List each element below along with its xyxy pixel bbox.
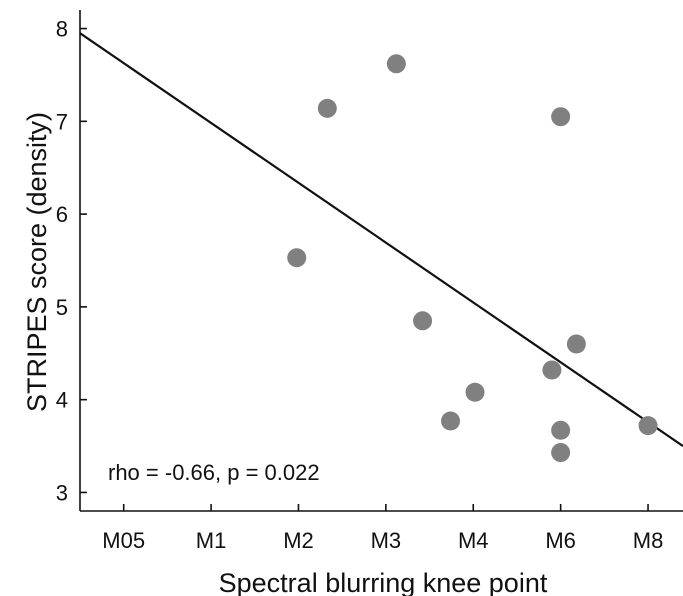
fit-line [79, 32, 683, 447]
x-tick-label: M6 [545, 528, 576, 553]
data-point [638, 416, 658, 436]
data-point [317, 98, 337, 118]
points-group [287, 54, 658, 463]
y-tick-label: 6 [56, 202, 68, 227]
x-tick-label: M05 [102, 528, 145, 553]
x-tick-label: M8 [633, 528, 664, 553]
y-tick-label: 8 [56, 17, 68, 42]
y-axis-label: STRIPES score (density) [22, 112, 52, 412]
data-point [441, 411, 461, 431]
data-point [287, 248, 307, 268]
y-tick-label: 7 [56, 109, 68, 134]
data-point [386, 54, 406, 74]
x-tick-label: M1 [196, 528, 227, 553]
x-tick-label: M3 [371, 528, 402, 553]
x-tick-label: M4 [458, 528, 489, 553]
fit-line-group [79, 32, 683, 447]
data-point [542, 360, 562, 380]
data-point [551, 443, 571, 463]
x-tick-label: M2 [283, 528, 314, 553]
correlation-annotation: rho = -0.66, p = 0.022 [108, 460, 320, 485]
data-point [465, 382, 485, 402]
data-point [551, 420, 571, 440]
y-tick-label: 5 [56, 295, 68, 320]
y-tick-label: 4 [56, 388, 68, 413]
data-point [413, 311, 433, 331]
y-tick-label: 3 [56, 480, 68, 505]
data-point [566, 334, 586, 354]
data-point [551, 107, 571, 127]
axes: 3 4 5 6 7 8 M05 M1 M2 M3 M4 M6 M8 [56, 10, 683, 553]
x-axis-label: Spectral blurring knee point [219, 568, 548, 596]
